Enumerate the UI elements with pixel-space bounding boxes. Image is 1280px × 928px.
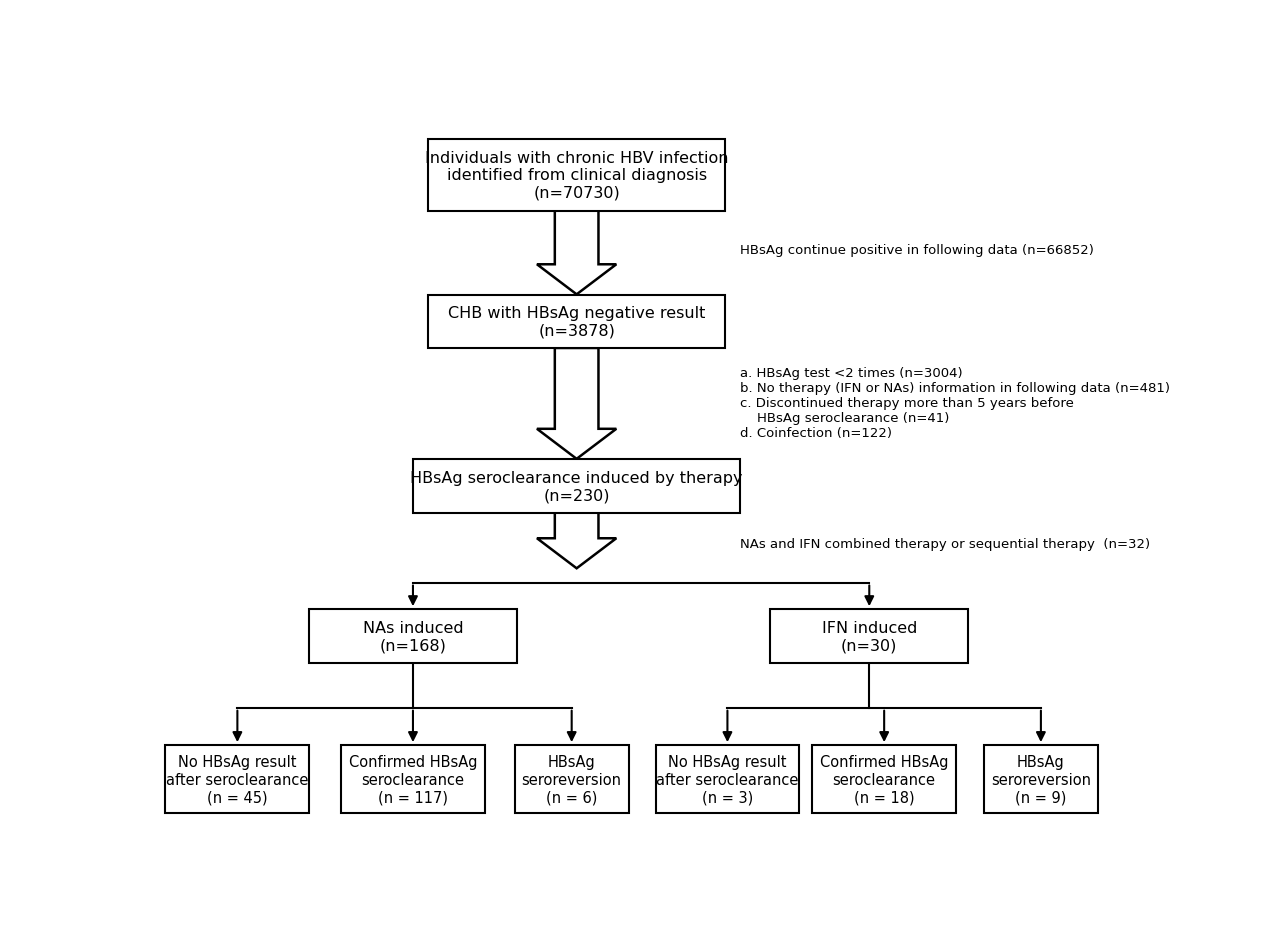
Text: IFN induced
(n=30): IFN induced (n=30) bbox=[822, 621, 916, 652]
FancyBboxPatch shape bbox=[428, 140, 726, 212]
FancyBboxPatch shape bbox=[165, 745, 310, 814]
FancyBboxPatch shape bbox=[984, 745, 1098, 814]
Polygon shape bbox=[538, 212, 617, 295]
Polygon shape bbox=[538, 513, 617, 569]
Text: HBsAg
seroreversion
(n = 6): HBsAg seroreversion (n = 6) bbox=[522, 754, 622, 805]
Polygon shape bbox=[538, 349, 617, 459]
Text: HBsAg continue positive in following data (n=66852): HBsAg continue positive in following dat… bbox=[740, 244, 1094, 257]
FancyBboxPatch shape bbox=[515, 745, 628, 814]
Text: NAs induced
(n=168): NAs induced (n=168) bbox=[362, 621, 463, 652]
Text: HBsAg seroclearance induced by therapy
(n=230): HBsAg seroclearance induced by therapy (… bbox=[411, 470, 742, 503]
Text: No HBsAg result
after seroclearance
(n = 3): No HBsAg result after seroclearance (n =… bbox=[657, 754, 799, 805]
Text: No HBsAg result
after seroclearance
(n = 45): No HBsAg result after seroclearance (n =… bbox=[166, 754, 308, 805]
Text: a. HBsAg test <2 times (n=3004)
b. No therapy (IFN or NAs) information in follow: a. HBsAg test <2 times (n=3004) b. No th… bbox=[740, 367, 1170, 439]
FancyBboxPatch shape bbox=[428, 295, 726, 349]
Text: Confirmed HBsAg
seroclearance
(n = 117): Confirmed HBsAg seroclearance (n = 117) bbox=[348, 754, 477, 805]
FancyBboxPatch shape bbox=[413, 459, 740, 513]
Text: HBsAg
seroreversion
(n = 9): HBsAg seroreversion (n = 9) bbox=[991, 754, 1091, 805]
Text: Confirmed HBsAg
seroclearance
(n = 18): Confirmed HBsAg seroclearance (n = 18) bbox=[820, 754, 948, 805]
FancyBboxPatch shape bbox=[771, 610, 969, 664]
Text: CHB with HBsAg negative result
(n=3878): CHB with HBsAg negative result (n=3878) bbox=[448, 306, 705, 339]
FancyBboxPatch shape bbox=[308, 610, 517, 664]
FancyBboxPatch shape bbox=[655, 745, 799, 814]
FancyBboxPatch shape bbox=[813, 745, 956, 814]
FancyBboxPatch shape bbox=[340, 745, 485, 814]
Text: Individuals with chronic HBV infection
identified from clinical diagnosis
(n=707: Individuals with chronic HBV infection i… bbox=[425, 150, 728, 200]
Text: NAs and IFN combined therapy or sequential therapy  (n=32): NAs and IFN combined therapy or sequenti… bbox=[740, 537, 1151, 550]
